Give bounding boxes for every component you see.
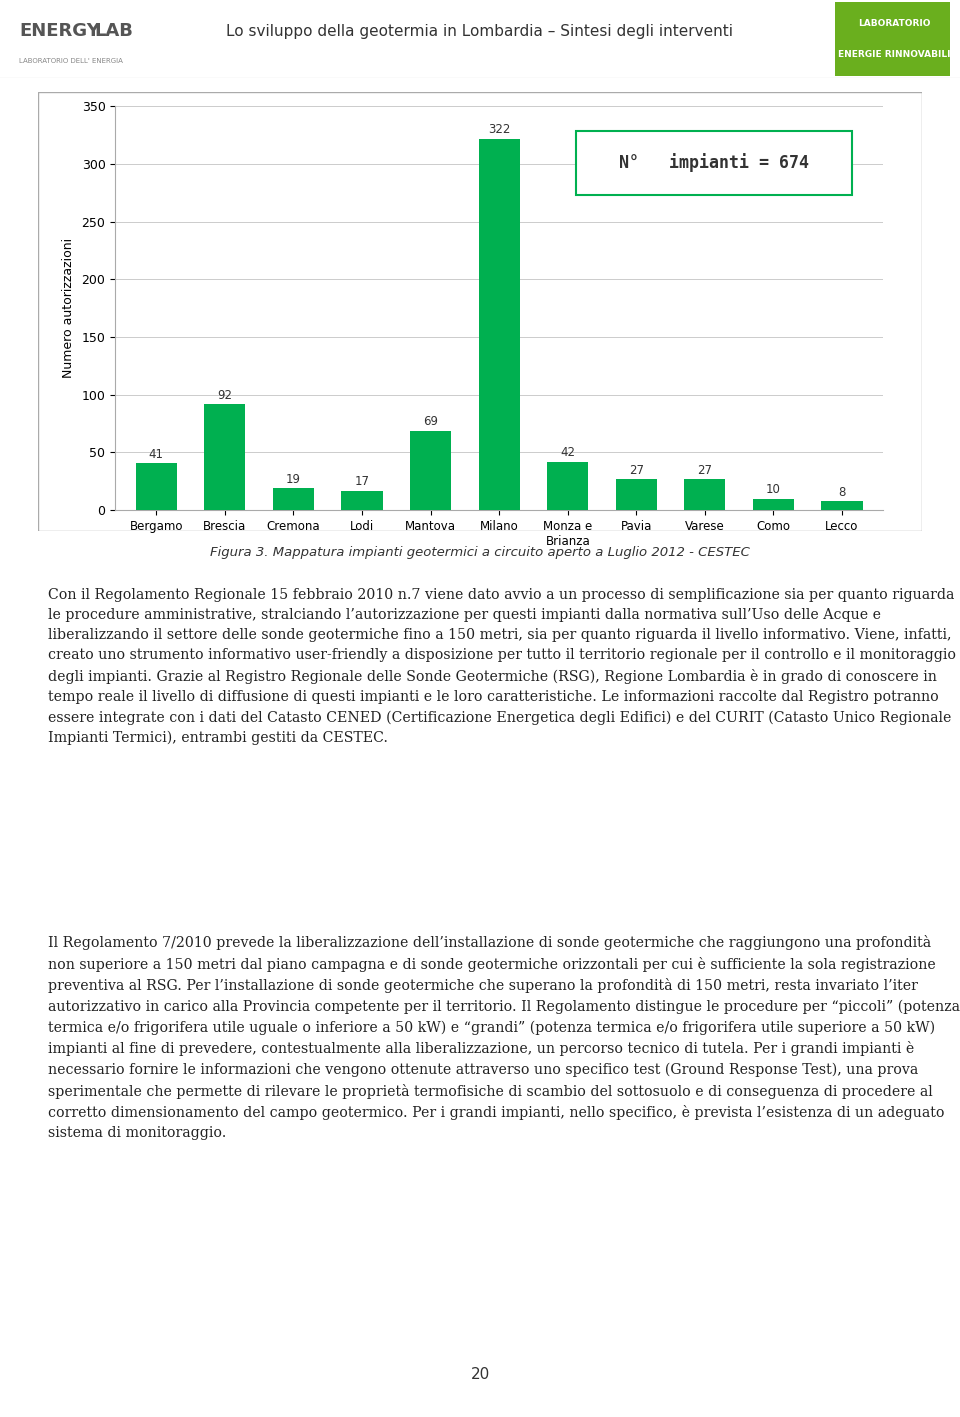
Bar [342,490,383,510]
Text: ENERGIE RINNOVABILI: ENERGIE RINNOVABILI [838,50,951,60]
Text: Lo sviluppo della geotermia in Lombardia – Sintesi degli interventi: Lo sviluppo della geotermia in Lombardia… [227,24,733,38]
Text: N°   impianti = 674: N° impianti = 674 [619,153,809,173]
Text: 8: 8 [838,486,846,499]
Bar [479,139,519,510]
Text: 17: 17 [354,475,370,489]
Text: 41: 41 [149,448,164,461]
Text: Il Regolamento 7/2010 prevede la liberalizzazione dell’installazione di sonde ge: Il Regolamento 7/2010 prevede la liberal… [48,935,960,1141]
Text: 20: 20 [470,1367,490,1382]
FancyBboxPatch shape [576,130,852,196]
Text: LABORATORIO: LABORATORIO [858,18,931,28]
Text: 10: 10 [766,483,780,496]
Bar [615,479,657,510]
FancyBboxPatch shape [38,92,922,531]
Text: 92: 92 [217,388,232,401]
Bar [204,404,246,510]
Bar [684,479,726,510]
Text: LAB: LAB [94,21,132,40]
Text: 69: 69 [423,415,438,428]
Text: 27: 27 [629,463,644,476]
Text: 19: 19 [286,473,301,486]
Bar [547,462,588,510]
Bar [410,431,451,510]
Text: LABORATORIO DELL' ENERGIA: LABORATORIO DELL' ENERGIA [19,58,123,64]
Y-axis label: Numero autorizzazioni: Numero autorizzazioni [61,238,75,378]
FancyBboxPatch shape [835,3,950,77]
Bar [822,500,863,510]
Text: ENERGY: ENERGY [19,21,100,40]
Bar [135,463,177,510]
Text: 42: 42 [561,446,575,459]
Text: 27: 27 [697,463,712,476]
Bar [753,499,794,510]
Text: Figura 3. Mappatura impianti geotermici a circuito aperto a Luglio 2012 - CESTEC: Figura 3. Mappatura impianti geotermici … [210,546,750,560]
Bar [273,489,314,510]
Text: Con il Regolamento Regionale 15 febbraio 2010 n.7 viene dato avvio a un processo: Con il Regolamento Regionale 15 febbraio… [48,588,956,745]
Text: 322: 322 [488,123,511,136]
